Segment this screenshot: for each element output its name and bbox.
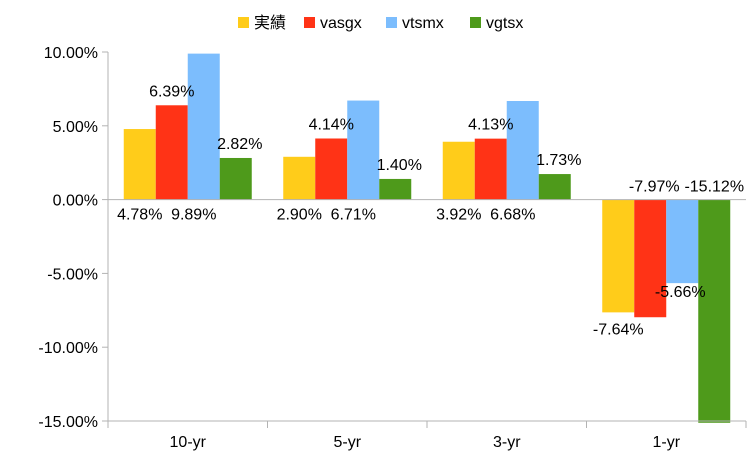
data-label: 4.13% (468, 117, 513, 134)
bar-実績-3-yr (442, 141, 475, 200)
x-tick-label: 5-yr (333, 434, 361, 451)
y-tick-label: 10.00% (44, 45, 98, 62)
y-tick-label: -15.00% (38, 414, 98, 431)
bar-vasgx-10-yr (155, 105, 188, 200)
y-axis-tick-labels: 10.00% 5.00% 0.00% -5.00% -10.00% -15.00% (38, 45, 98, 431)
data-label: 1.40% (377, 157, 422, 174)
y-tick-label: 0.00% (53, 193, 98, 210)
data-label: 1.73% (536, 152, 581, 169)
legend-label: vgtsx (486, 15, 523, 32)
legend-swatch (238, 17, 249, 28)
data-label: 6.71% (331, 207, 376, 224)
bar-vtsmx-3-yr (506, 101, 539, 200)
data-label: 6.39% (149, 83, 194, 100)
legend-swatch (470, 17, 481, 28)
bar-vtsmx-1-yr (666, 199, 699, 284)
axes (102, 51, 747, 428)
legend-swatch (304, 17, 315, 28)
data-label: -5.66% (655, 284, 706, 301)
bar-vasgx-1-yr (634, 199, 667, 318)
legend-label: 実績 (254, 14, 286, 32)
x-tick-label: 10-yr (170, 434, 207, 451)
data-label: 2.82% (217, 136, 262, 153)
data-label: 9.89% (171, 207, 216, 224)
data-labels: 4.78% 2.90% 3.92% -7.64% 6.39% 4.14% 4.13% -7.9… (117, 83, 744, 338)
y-tick-label: -5.00% (47, 266, 98, 283)
x-tick-label: 3-yr (493, 434, 521, 451)
legend-label: vtsmx (402, 15, 444, 32)
data-label: 3.92% (436, 207, 481, 224)
bar-vgtsx-3-yr (538, 174, 571, 200)
legend: 実績 vasgx vtsmx vgtsx (238, 14, 523, 32)
data-label: -7.97% (629, 179, 680, 196)
bar-vtsmx-10-yr (187, 53, 220, 200)
x-axis-tick-labels: 10-yr 5-yr 3-yr 1-yr (170, 434, 681, 451)
bar-vasgx-5-yr (315, 138, 348, 200)
bars (123, 53, 731, 423)
data-label: 2.90% (277, 207, 322, 224)
data-label: 4.14% (309, 116, 354, 133)
data-label: -15.12% (684, 179, 744, 196)
bar-vasgx-3-yr (474, 138, 507, 200)
bar-vgtsx-1-yr (698, 199, 731, 423)
bar-実績-1-yr (602, 199, 635, 313)
legend-swatch (386, 17, 397, 28)
y-tick-label: 5.00% (53, 119, 98, 136)
x-tick-label: 1-yr (652, 434, 680, 451)
bar-実績-5-yr (283, 156, 316, 200)
y-tick-label: -10.00% (38, 340, 98, 357)
bar-vgtsx-5-yr (379, 178, 412, 200)
data-label: 6.68% (490, 207, 535, 224)
bar-vtsmx-5-yr (347, 100, 380, 200)
data-label: 4.78% (117, 207, 162, 224)
bar-vgtsx-10-yr (219, 157, 252, 200)
bar-実績-10-yr (123, 129, 156, 200)
data-label: -7.64% (593, 321, 644, 338)
legend-label: vasgx (320, 15, 362, 32)
